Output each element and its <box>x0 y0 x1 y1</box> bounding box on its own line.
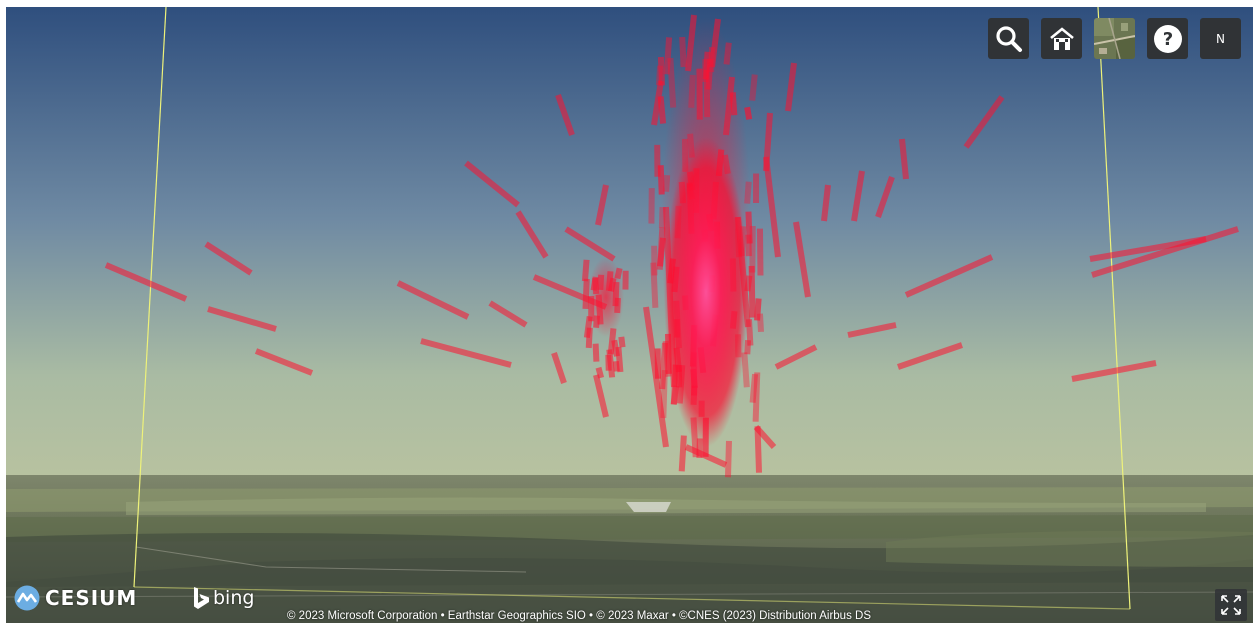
flight-track-segment[interactable] <box>851 170 865 222</box>
help-icon: ? <box>1153 24 1182 53</box>
flight-track-segment[interactable] <box>774 344 818 370</box>
flight-track-segment[interactable] <box>756 228 764 276</box>
flight-track-segment[interactable] <box>741 352 750 388</box>
flight-track-segment[interactable] <box>662 340 672 377</box>
flight-track-segment[interactable] <box>963 95 1005 149</box>
flight-track-segment[interactable] <box>555 94 575 136</box>
flight-track-segment[interactable] <box>1071 360 1157 382</box>
flight-track-segment[interactable] <box>847 322 897 338</box>
fullscreen-button[interactable] <box>1215 589 1247 621</box>
bing-logo-text: bing <box>213 587 255 609</box>
flight-track-segment[interactable] <box>396 280 470 320</box>
imagery-attribution[interactable]: © 2023 Microsoft Corporation • Earthstar… <box>287 610 871 622</box>
track-density-plume <box>588 17 751 447</box>
fullscreen-icon <box>1221 595 1241 615</box>
map-scene[interactable] <box>6 7 1253 623</box>
flight-track-segment[interactable] <box>821 184 831 222</box>
flight-track-segment[interactable] <box>724 440 732 478</box>
flight-track-segment[interactable] <box>657 56 666 86</box>
flight-track-segment[interactable] <box>204 241 253 276</box>
flight-track-segment[interactable] <box>1089 236 1207 262</box>
flight-track-segment[interactable] <box>657 96 667 124</box>
viewer-toolbar: ? N <box>988 18 1241 60</box>
flight-track-segment[interactable] <box>744 340 752 355</box>
flight-track-segment[interactable] <box>585 327 593 349</box>
flight-track-segment[interactable] <box>754 298 762 321</box>
flight-track-segment[interactable] <box>592 343 600 362</box>
flight-track-segment[interactable] <box>899 138 909 180</box>
flight-track-segment[interactable] <box>651 80 664 126</box>
flight-track-segment[interactable] <box>1091 226 1239 278</box>
flight-track-segment[interactable] <box>612 360 620 372</box>
flight-track-segment[interactable] <box>875 176 895 218</box>
bing-logo[interactable]: bing <box>192 585 254 611</box>
flight-track-segment[interactable] <box>745 319 754 346</box>
home-button[interactable] <box>1041 18 1082 59</box>
flight-track-segment[interactable] <box>752 372 761 422</box>
compass-north-label: N <box>1216 31 1225 46</box>
flight-track-segment[interactable] <box>564 226 616 262</box>
base-layer-picker-button[interactable] <box>1094 18 1135 59</box>
flight-track-segment[interactable] <box>793 221 811 298</box>
bing-logo-icon <box>194 587 209 609</box>
flight-track-segment[interactable] <box>904 254 994 298</box>
flight-track-segment[interactable] <box>748 265 756 318</box>
flight-track-segment[interactable] <box>618 336 626 348</box>
flight-track-segment[interactable] <box>657 165 665 195</box>
flight-track-segment[interactable] <box>593 374 609 418</box>
flight-track-segment[interactable] <box>663 37 673 75</box>
flight-track-segment[interactable] <box>595 184 609 226</box>
flight-track-segment[interactable] <box>650 262 659 308</box>
credits-bar: CESIUM bing © 2023 Microsoft Corporation… <box>6 583 1253 623</box>
flight-track-segment[interactable] <box>207 306 277 332</box>
flight-track-segment[interactable] <box>655 65 664 86</box>
flight-track-segment[interactable] <box>763 156 781 258</box>
flight-track-segment[interactable] <box>582 278 590 310</box>
flight-track-segment[interactable] <box>515 210 549 259</box>
flight-track-segment[interactable] <box>551 352 567 384</box>
flight-track-segment[interactable] <box>749 373 759 403</box>
help-button[interactable]: ? <box>1147 18 1188 59</box>
geocoder-search-button[interactable] <box>988 18 1029 59</box>
flight-track-segment[interactable] <box>595 366 605 379</box>
flight-track-segment[interactable] <box>464 160 520 208</box>
flight-track-segment[interactable] <box>254 348 314 376</box>
flight-track-segment[interactable] <box>420 338 512 368</box>
base-layer-picker-icon <box>1094 18 1135 59</box>
flight-track-segment[interactable] <box>659 342 668 390</box>
flight-track-segment[interactable] <box>581 259 590 282</box>
flight-track-segment[interactable] <box>488 300 528 328</box>
sky <box>6 7 1253 479</box>
svg-text:?: ? <box>1162 29 1172 50</box>
cesium-logo-icon <box>14 585 40 611</box>
flight-track-segment[interactable] <box>749 74 758 101</box>
home-icon <box>1049 26 1074 50</box>
terrain <box>6 475 1253 623</box>
cesium-logo[interactable]: CESIUM <box>13 585 137 611</box>
flight-track-segment[interactable] <box>754 426 763 473</box>
flight-track-segment[interactable] <box>897 342 963 370</box>
search-icon <box>995 25 1022 52</box>
cesium-logo-text: CESIUM <box>45 586 138 610</box>
flight-track-segment[interactable] <box>785 62 797 112</box>
flight-track-segment[interactable] <box>104 262 188 302</box>
flight-track-segment[interactable] <box>615 346 624 373</box>
flight-track-segment[interactable] <box>744 106 753 120</box>
cesium-viewer[interactable]: ? N CESIUM bing © 2023 Microsoft Corpora… <box>6 7 1253 623</box>
flight-track-segment[interactable] <box>678 435 687 472</box>
volume-boundary <box>133 7 1131 610</box>
compass-button[interactable]: N <box>1200 18 1241 59</box>
